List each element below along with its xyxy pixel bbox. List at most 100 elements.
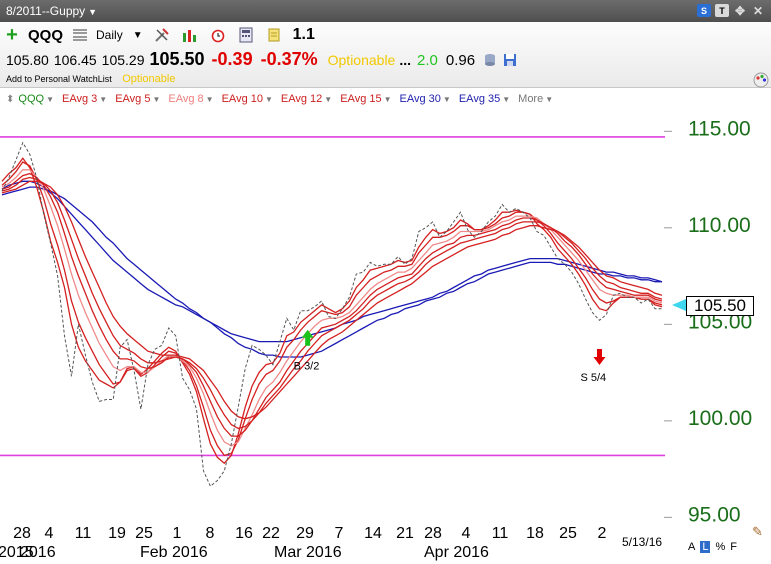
beta-value: 0.96 <box>445 52 476 69</box>
chevron-down-icon: ▼ <box>152 95 161 104</box>
legend-item[interactable]: EAvg 10 ▼ <box>222 93 273 105</box>
last-date: 5/13/16 <box>622 535 663 549</box>
legend-item[interactable]: EAvg 8 ▼ <box>168 93 213 105</box>
optionable-badge: Optionable <box>327 52 396 68</box>
scale-buttons: A L % F <box>688 541 737 553</box>
chart-toolbar: + QQQ Daily ▼ 1.1 105.80 106.45 105.29 1… <box>0 22 771 88</box>
percent-change: -0.37% <box>260 49 318 69</box>
legend-label: EAvg 15 <box>340 93 382 105</box>
x-tick-label: 18 <box>526 525 544 542</box>
buy-signal-label: B 3/2 <box>294 361 320 373</box>
x-tick-label: 25 <box>135 525 153 542</box>
x-tick-label: 22 <box>262 525 280 542</box>
add-to-watchlist-link[interactable]: Add to Personal WatchList <box>6 74 112 84</box>
window-title: 8/2011--Guppy <box>6 4 86 18</box>
text-size-icon[interactable]: T <box>715 4 729 17</box>
x-tick-label: 19 <box>108 525 126 542</box>
y-tick-label: 105.00 <box>688 310 752 333</box>
window-title-menu[interactable]: 8/2011--Guppy ▼ <box>6 4 97 18</box>
indicator-legend: ⬍ QQQ ▼ EAvg 3 ▼ EAvg 5 ▼ EAvg 8 ▼ EAvg 10 ▼ … <box>0 89 771 109</box>
x-tick-label: 4 <box>45 525 54 542</box>
legend-label: EAvg 5 <box>115 93 151 105</box>
current-price-marker-icon <box>672 299 686 311</box>
rating-value: 2.0 <box>417 52 438 69</box>
window-title-bar: 8/2011--Guppy ▼ S T ✥ ✕ <box>0 0 771 22</box>
toolbar-row-controls: + QQQ Daily ▼ 1.1 <box>4 24 315 46</box>
chevron-down-icon[interactable]: ▼ <box>132 29 143 41</box>
watchlist-row: Add to Personal WatchList Optionable <box>6 73 175 87</box>
chevron-down-icon: ▼ <box>88 7 98 17</box>
add-icon[interactable]: + <box>6 24 18 46</box>
x-tick-label: 2 <box>598 525 607 542</box>
scale-button-percent[interactable]: % <box>715 541 726 553</box>
x-month-label: 2016 <box>20 544 56 561</box>
legend-label: EAvg 8 <box>168 93 204 105</box>
y-tick-label: 110.00 <box>688 214 751 237</box>
legend-label: More <box>518 93 544 105</box>
scale-button-log[interactable]: L <box>700 541 711 553</box>
chevron-down-icon: ▼ <box>264 95 273 104</box>
y-tick-label: 115.00 <box>688 117 751 140</box>
move-icon[interactable]: ✥ <box>734 3 746 18</box>
high-value: 106.45 <box>53 52 97 68</box>
legend-item[interactable]: QQQ ▼ <box>18 93 54 105</box>
series-line <box>1 180 663 343</box>
x-tick-label: 28 <box>13 525 31 542</box>
x-month-label: 2015 <box>0 544 34 561</box>
x-tick-label: 25 <box>559 525 577 542</box>
tools-icon[interactable] <box>153 26 171 44</box>
more-dots[interactable]: ... <box>399 52 412 68</box>
x-tick-label: 11 <box>492 525 509 542</box>
x-month-label: Mar 2016 <box>274 544 342 561</box>
legend-item[interactable]: EAvg 35 ▼ <box>459 93 510 105</box>
calculator-icon[interactable] <box>237 26 255 44</box>
legend-item[interactable]: EAvg 5 ▼ <box>115 93 160 105</box>
open-value: 105.80 <box>6 52 49 68</box>
legend-label: EAvg 12 <box>280 93 323 105</box>
scale-button-fixed[interactable]: F <box>730 541 737 553</box>
series-line <box>1 186 662 358</box>
alarm-clock-icon[interactable] <box>209 26 227 44</box>
sell-arrow-icon <box>593 349 606 365</box>
chevron-down-icon: ▼ <box>442 95 451 104</box>
legend-item[interactable]: EAvg 30 ▼ <box>400 93 451 105</box>
list-icon[interactable] <box>73 29 88 41</box>
buy-arrow-icon <box>301 329 314 346</box>
chevron-down-icon: ▼ <box>383 95 392 104</box>
series-line <box>1 176 663 430</box>
x-month-label: Feb 2016 <box>140 544 208 561</box>
net-change: -0.39 <box>211 49 253 69</box>
legend-label: EAvg 10 <box>221 93 263 105</box>
period-selector[interactable]: Daily <box>96 28 123 42</box>
close-icon[interactable]: ✕ <box>752 3 764 18</box>
x-tick-label: 21 <box>396 525 414 542</box>
share-icon[interactable]: S <box>697 4 711 17</box>
chevron-down-icon: ▼ <box>99 95 108 104</box>
x-tick-label: 14 <box>364 525 382 542</box>
legend-item[interactable]: EAvg 15 ▼ <box>340 93 391 105</box>
database-icon[interactable] <box>483 53 497 67</box>
chevron-down-icon: ▼ <box>205 95 214 104</box>
chevron-down-icon: ▼ <box>46 95 54 104</box>
notes-icon[interactable] <box>265 26 283 44</box>
legend-label: QQQ <box>18 93 45 105</box>
series-line <box>1 169 663 447</box>
scale-button-auto[interactable]: A <box>688 541 696 553</box>
series-line <box>1 157 663 465</box>
sort-icon[interactable]: ⬍ <box>6 93 15 105</box>
scale-factor: 1.1 <box>292 26 315 43</box>
bar-chart-icon[interactable] <box>181 26 199 44</box>
color-palette-icon[interactable] <box>753 72 769 88</box>
y-tick-label: 95.00 <box>688 503 741 526</box>
legend-item[interactable]: EAvg 3 ▼ <box>62 93 107 105</box>
x-tick-label: 11 <box>75 525 92 542</box>
pencil-icon[interactable]: ✎ <box>752 524 763 539</box>
legend-item[interactable]: EAvg 12 ▼ <box>281 93 332 105</box>
symbol-field[interactable]: QQQ <box>28 26 64 44</box>
x-tick-label: 28 <box>424 525 442 542</box>
legend-more[interactable]: More ▼ <box>518 93 553 105</box>
price-chart[interactable]: 95.00 100.00 105.00 110.00 115.00 B 3/2 S 5/4 2… <box>0 108 771 564</box>
optionable-label: Optionable <box>122 73 176 85</box>
legend-label: EAvg 30 <box>399 93 441 105</box>
save-icon[interactable] <box>503 53 517 67</box>
